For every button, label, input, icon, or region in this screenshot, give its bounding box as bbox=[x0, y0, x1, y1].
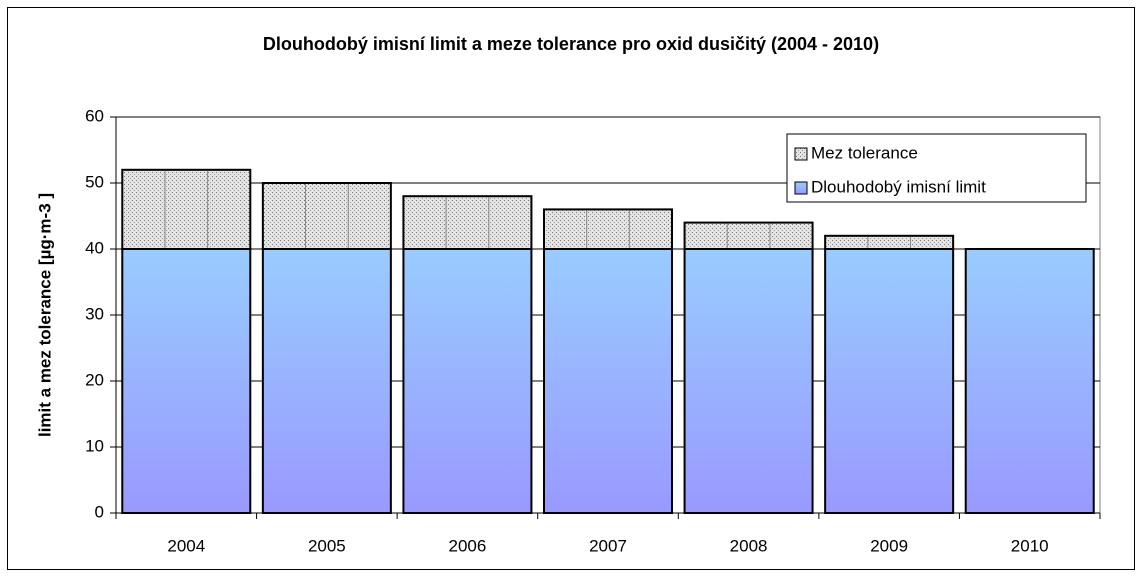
y-tick-label: 20 bbox=[85, 370, 104, 389]
x-tick-label: 2008 bbox=[730, 536, 768, 555]
x-tick-label: 2007 bbox=[589, 536, 627, 555]
y-axis-label: limit a mez tolerance [µg·m-3 ] bbox=[35, 193, 54, 437]
x-tick-label: 2009 bbox=[870, 536, 908, 555]
bar-segment bbox=[121, 248, 252, 514]
bar-segment bbox=[543, 208, 673, 250]
bar-segment bbox=[543, 248, 673, 514]
y-tick-label: 30 bbox=[85, 304, 104, 323]
bar-segment bbox=[261, 182, 392, 250]
x-tick-label: 2006 bbox=[449, 536, 487, 555]
bar-segment bbox=[261, 248, 392, 514]
legend-label: Mez tolerance bbox=[811, 143, 918, 162]
bar-segment bbox=[824, 248, 955, 514]
legend-swatch bbox=[794, 147, 808, 161]
bar-segment bbox=[964, 248, 1095, 514]
y-tick-label: 50 bbox=[85, 172, 104, 191]
y-tick-label: 10 bbox=[85, 436, 104, 455]
bar-segment bbox=[402, 195, 533, 250]
y-tick-label: 0 bbox=[95, 502, 104, 521]
y-tick-label: 60 bbox=[85, 106, 104, 125]
chart-title: Dlouhodobý imisní limit a meze tolerance… bbox=[263, 34, 879, 54]
x-tick-label: 2010 bbox=[1011, 536, 1049, 555]
legend-label: Dlouhodobý imisní limit bbox=[811, 177, 986, 196]
bar-segment bbox=[824, 234, 955, 251]
legend-swatch bbox=[794, 181, 808, 195]
x-tick-label: 2004 bbox=[167, 536, 205, 555]
bar-segment bbox=[121, 168, 252, 250]
bar-segment bbox=[683, 221, 814, 251]
bar-segment bbox=[683, 248, 814, 514]
y-tick-label: 40 bbox=[85, 238, 104, 257]
bar-segment bbox=[402, 248, 533, 514]
legend bbox=[786, 133, 1087, 203]
x-tick-label: 2005 bbox=[308, 536, 346, 555]
